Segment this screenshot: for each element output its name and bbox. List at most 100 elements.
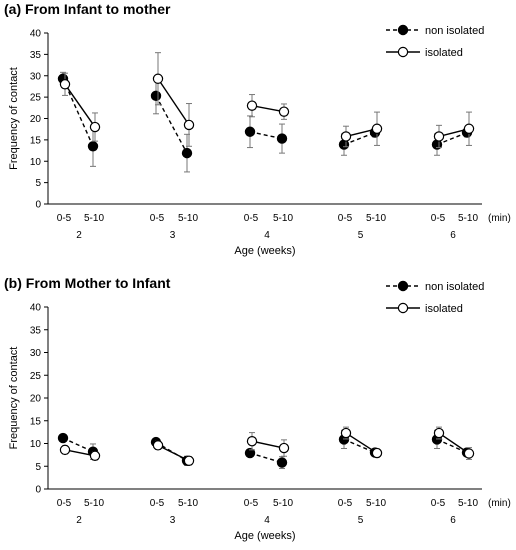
x-tick-interval-label: 5-10 <box>273 213 293 224</box>
series-line-segment <box>64 83 96 128</box>
data-point <box>371 123 383 134</box>
x-tick-interval-label: 0-5 <box>57 498 72 509</box>
series-line-segment <box>438 432 470 455</box>
y-axis-label: Frequency of contact <box>8 347 20 450</box>
legend-marker <box>397 46 409 58</box>
data-point <box>183 119 195 131</box>
series-line-segment <box>62 437 94 453</box>
y-tick-label: 25 <box>30 93 42 104</box>
legend-label: non isolated <box>425 281 484 293</box>
y-tick-label: 15 <box>30 416 42 427</box>
data-point <box>276 133 288 144</box>
series-line-segment <box>157 444 190 462</box>
x-tick-interval-label: 0-5 <box>338 498 353 509</box>
x-tick-interval-label: 5-10 <box>178 213 198 224</box>
data-point <box>340 427 352 439</box>
series-line-segment <box>251 440 285 449</box>
data-point <box>150 90 162 102</box>
y-tick-label: 25 <box>30 371 42 382</box>
data-point <box>152 73 164 84</box>
data-point <box>463 123 475 134</box>
data-point <box>57 432 69 444</box>
data-point <box>183 455 195 466</box>
chart-title: (a) From Infant to mother <box>4 1 171 17</box>
x-tick-week-label: 6 <box>450 515 456 526</box>
series-line-segment <box>343 438 376 454</box>
y-tick-label: 5 <box>35 462 41 473</box>
x-tick-interval-label: 0-5 <box>244 213 259 224</box>
chart-title: (b) From Mother to Infant <box>4 275 171 291</box>
x-tick-interval-label: 5-10 <box>84 213 104 224</box>
x-axis-label: Age (weeks) <box>234 245 295 257</box>
data-point <box>89 121 101 133</box>
legend-marker <box>397 24 409 36</box>
data-point <box>463 448 475 459</box>
data-point <box>87 141 99 152</box>
x-tick-week-label: 3 <box>170 230 176 241</box>
data-point <box>59 79 71 90</box>
series-non-isolated <box>57 429 473 470</box>
x-tick-interval-label: 5-10 <box>178 498 198 509</box>
data-point <box>89 450 101 461</box>
data-point <box>276 457 288 468</box>
x-tick-week-label: 5 <box>358 515 364 526</box>
data-point <box>244 447 256 459</box>
series-line-segment <box>249 452 283 464</box>
series-line-segment <box>436 131 468 146</box>
x-tick-interval-label: 5-10 <box>458 498 478 509</box>
x-tick-interval-label: 0-5 <box>150 498 165 509</box>
y-tick-label: 0 <box>35 200 41 211</box>
x-tick-interval-label: 0-5 <box>338 213 353 224</box>
series-line-segment <box>343 131 376 146</box>
y-tick-label: 0 <box>35 485 41 496</box>
data-point <box>340 131 352 142</box>
legend-label: isolated <box>425 47 463 59</box>
data-point <box>181 147 193 159</box>
data-point <box>371 447 383 459</box>
y-axis-label: Frequency of contact <box>8 67 20 170</box>
series-isolated <box>59 426 475 466</box>
legend: non isolated isolated <box>386 24 484 59</box>
chart-panel-2: (b) From Mother to Infant051015202530354… <box>4 275 511 542</box>
y-tick-label: 10 <box>30 439 42 450</box>
data-point <box>278 442 290 454</box>
y-tick-label: 35 <box>30 50 42 61</box>
x-tick-interval-label: 5-10 <box>366 213 386 224</box>
legend-marker <box>397 280 409 292</box>
x-unit-label: (min) <box>488 213 511 224</box>
y-tick-label: 10 <box>30 157 42 168</box>
legend-label: isolated <box>425 303 463 315</box>
x-tick-week-label: 6 <box>450 230 456 241</box>
x-tick-interval-label: 5-10 <box>366 498 386 509</box>
data-point <box>244 126 256 137</box>
data-point <box>278 106 290 117</box>
series-non-isolated <box>57 71 473 173</box>
y-tick-label: 20 <box>30 394 42 405</box>
y-tick-label: 5 <box>35 178 41 189</box>
y-tick-label: 40 <box>30 303 42 314</box>
legend-label: non isolated <box>425 25 484 37</box>
y-tick-label: 35 <box>30 325 42 336</box>
x-unit-label: (min) <box>488 498 511 509</box>
data-point <box>246 436 258 447</box>
x-tick-week-label: 4 <box>264 230 270 241</box>
series-line-segment <box>155 95 188 154</box>
x-tick-interval-label: 5-10 <box>84 498 104 509</box>
x-tick-interval-label: 0-5 <box>244 498 259 509</box>
x-tick-week-label: 2 <box>76 515 82 526</box>
series-line-segment <box>345 128 378 138</box>
x-tick-week-label: 5 <box>358 230 364 241</box>
data-point <box>433 427 445 439</box>
series-isolated <box>59 52 475 149</box>
series-line-segment <box>249 131 283 140</box>
y-tick-label: 30 <box>30 71 42 82</box>
x-tick-interval-label: 0-5 <box>431 213 446 224</box>
x-tick-interval-label: 5-10 <box>273 498 293 509</box>
x-tick-interval-label: 0-5 <box>57 213 72 224</box>
series-line-segment <box>157 78 190 126</box>
series-line-segment <box>345 432 378 454</box>
x-axis-label: Age (weeks) <box>234 530 295 542</box>
data-point <box>152 440 164 451</box>
x-tick-week-label: 4 <box>264 515 270 526</box>
